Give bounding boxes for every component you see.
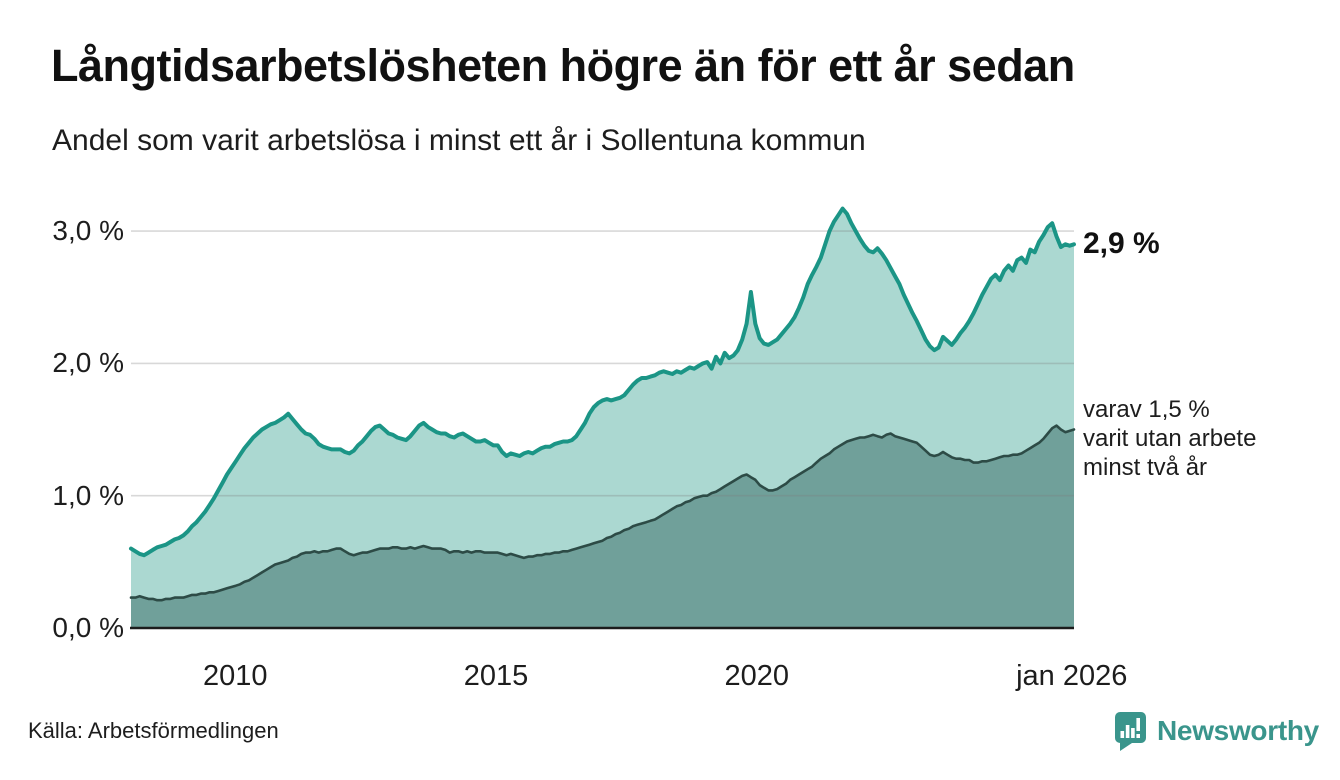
y-tick-label: 1,0 % [52,479,124,511]
x-tick-label: 2020 [724,660,790,692]
x-tick-label: jan 2026 [1016,660,1128,692]
y-tick-label: 2,0 % [52,347,124,379]
y-tick-label: 3,0 % [52,215,124,247]
page-subtitle: Andel som varit arbetslösa i minst ett å… [52,124,866,157]
series-line [129,206,1076,558]
newsworthy-logo[interactable]: Newsworthy [1114,710,1319,752]
x-tick-label: 2010 [203,660,268,692]
secondary-value-annotation: varav 1,5 % varit utan arbete minst två … [1083,396,1257,481]
latest-value-annotation: 2,9 % [1083,227,1160,260]
source-note: Källa: Arbetsförmedlingen [28,718,279,743]
newsworthy-wordmark: Newsworthy [1157,715,1319,746]
bar-chart-marker-icon [1114,710,1148,752]
page-title: Långtidsarbetslösheten högre än för ett … [51,40,1075,91]
y-tick-label: 0,0 % [52,612,124,643]
series-line [129,424,1076,602]
x-tick-label: 2015 [463,660,529,692]
area-fill [131,425,1074,628]
